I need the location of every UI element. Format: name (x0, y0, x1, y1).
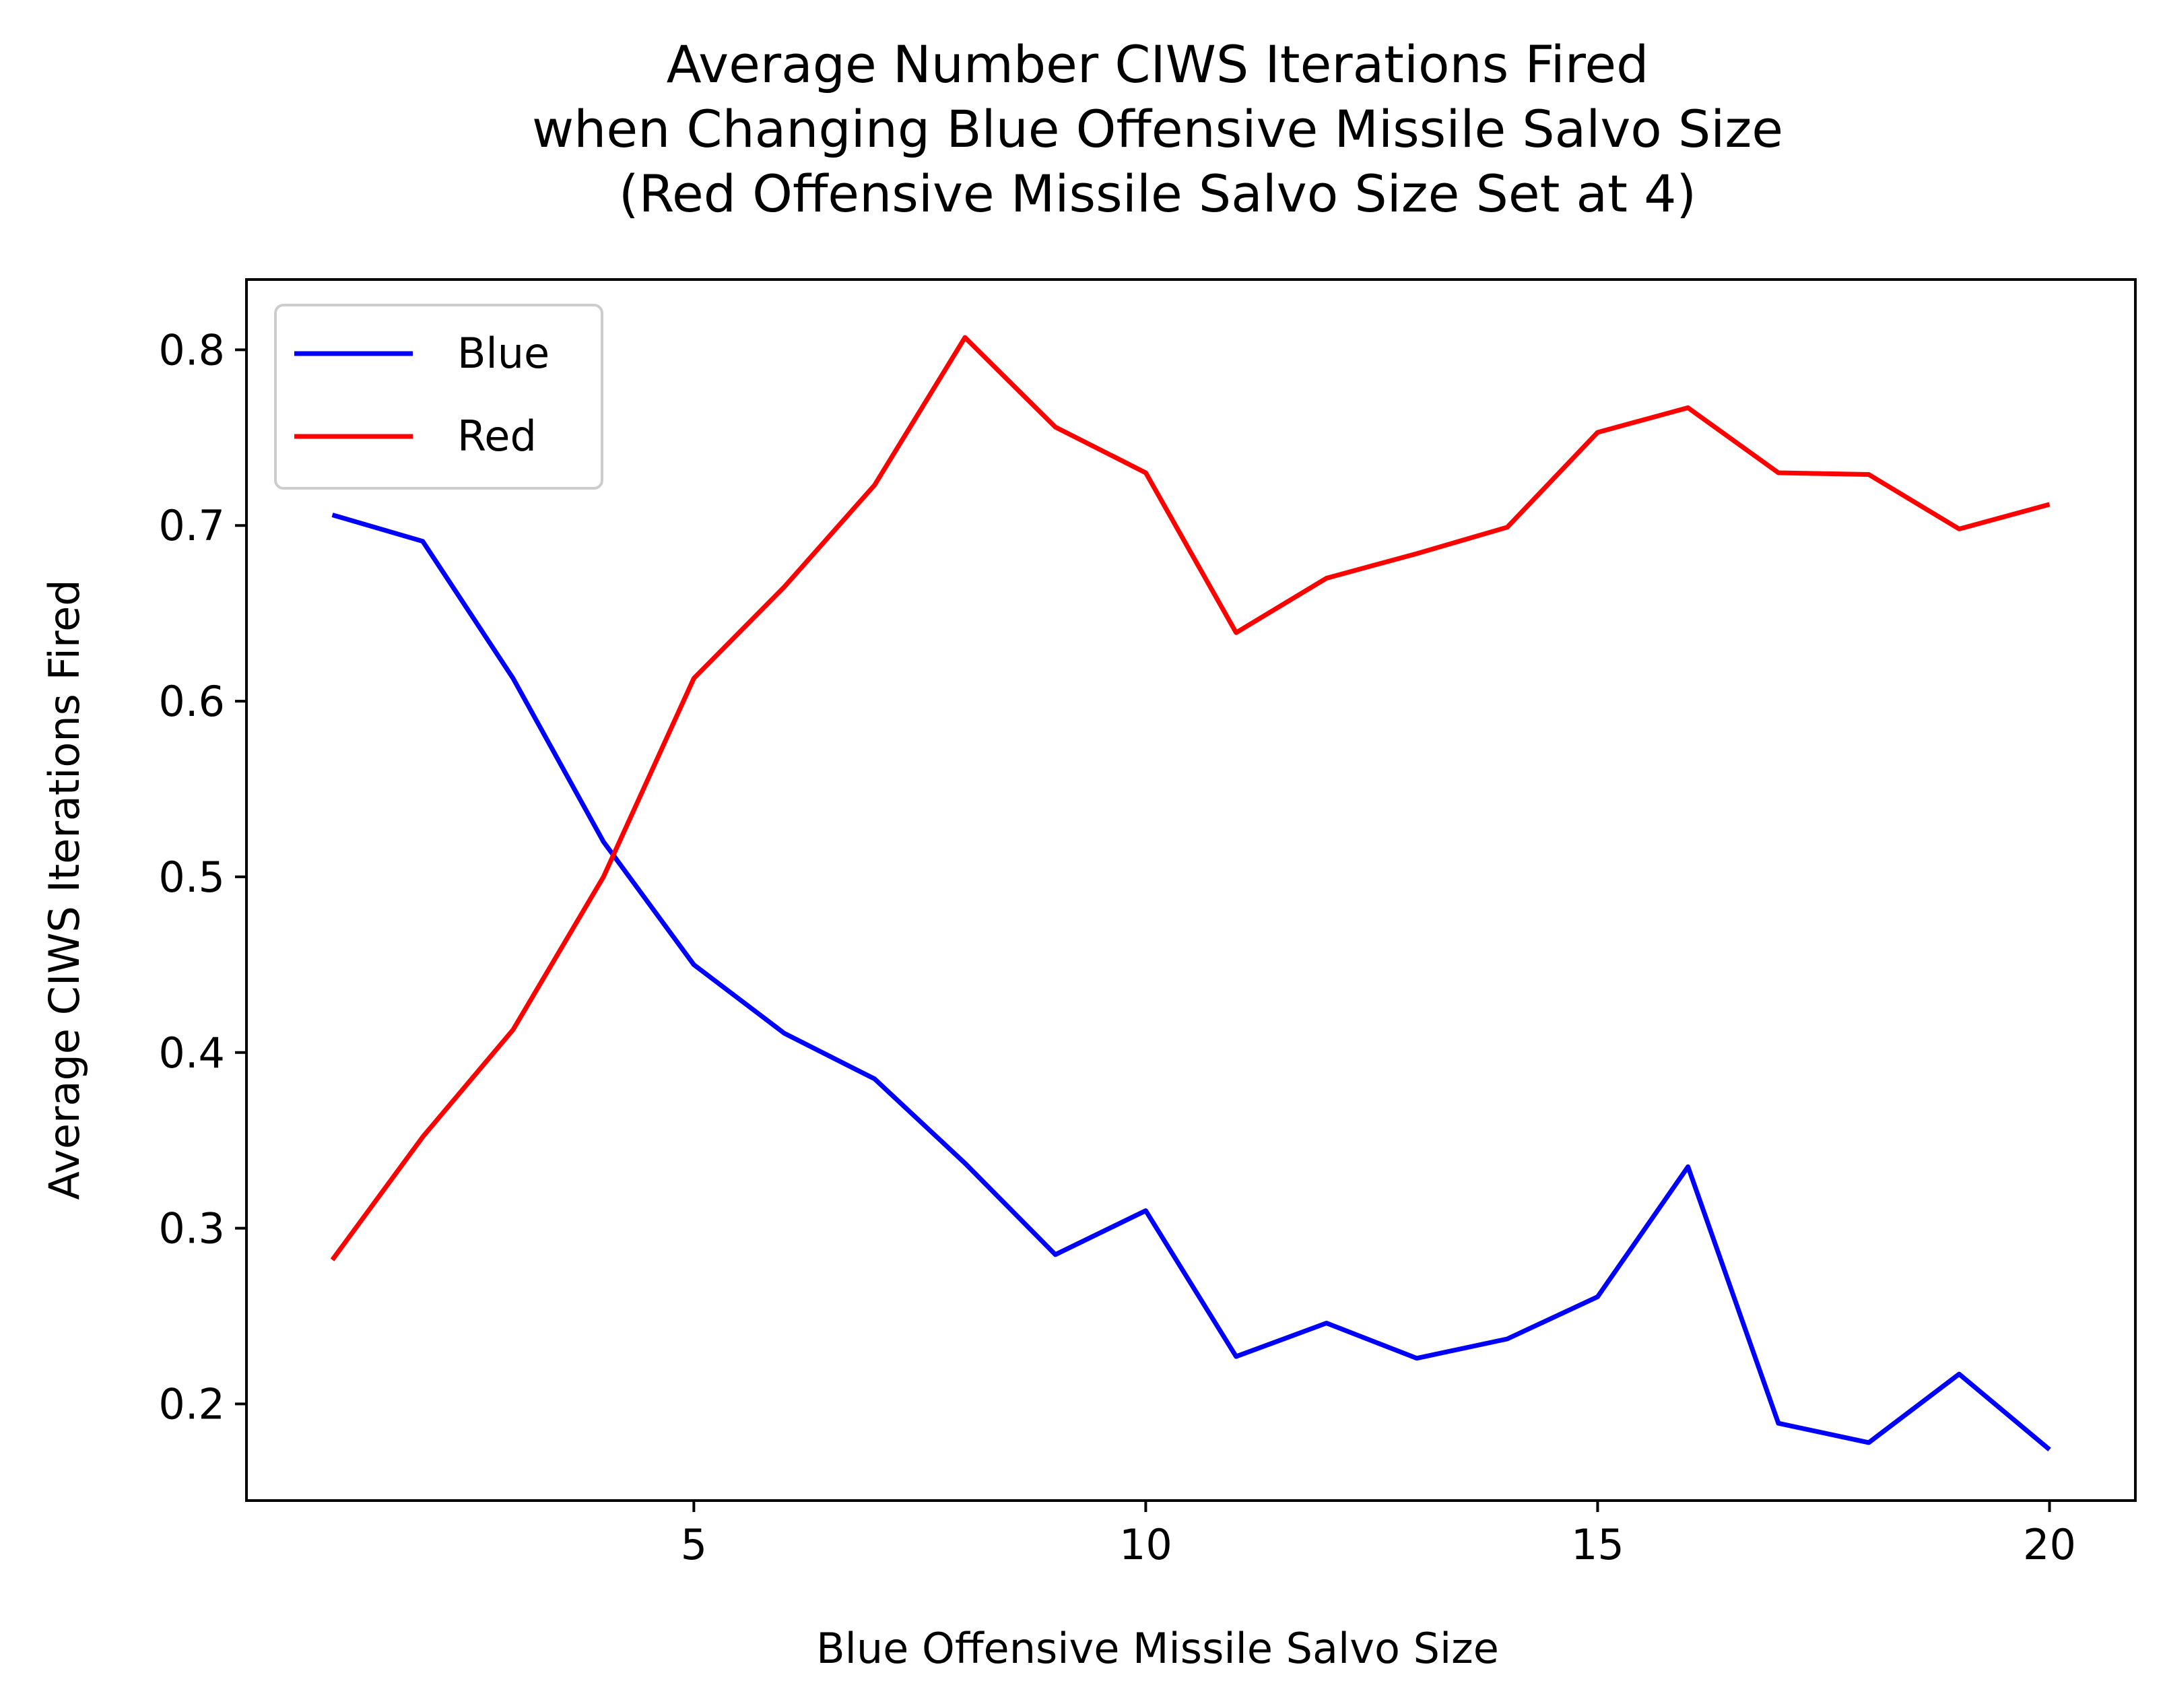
x-tick-label: 15 (1571, 1520, 1624, 1569)
series-layer (330, 335, 2051, 1452)
plot-frame (245, 278, 2137, 1502)
x-tick-label: 20 (2023, 1520, 2076, 1569)
x-axis-label: Blue Offensive Missile Salvo Size (816, 1624, 1499, 1673)
y-tick-label: 0.2 (158, 1380, 225, 1429)
legend-label-red: Red (457, 412, 537, 461)
y-tick-label: 0.4 (158, 1028, 225, 1078)
y-tick-label: 0.8 (158, 325, 225, 374)
chart-title: Average Number CIWS Iterations Fired whe… (532, 34, 1783, 224)
series-line-blue (331, 513, 2051, 1452)
y-tick-label: 0.6 (158, 677, 225, 726)
legend-label-blue: Blue (457, 329, 549, 378)
title-line-1: Average Number CIWS Iterations Fired (667, 34, 1649, 94)
tick-layer: 5 10 15 20 0.2 0.3 0.4 0.5 0.6 0.7 0.8 (158, 325, 2076, 1569)
legend-box (274, 304, 603, 490)
title-line-3: (Red Offensive Missile Salvo Size Set at… (619, 164, 1696, 224)
y-tick-label: 0.3 (158, 1204, 225, 1253)
x-tick-label: 5 (681, 1520, 707, 1569)
y-tick-label: 0.7 (158, 501, 225, 550)
x-tick-label: 10 (1119, 1520, 1172, 1569)
legend: Blue Red (274, 304, 603, 490)
series-line-red (330, 335, 2051, 1261)
title-line-2: when Changing Blue Offensive Missile Sal… (532, 99, 1783, 159)
y-axis-label: Average CIWS Iterations Fired (40, 579, 89, 1200)
y-tick-label: 0.5 (158, 853, 225, 902)
